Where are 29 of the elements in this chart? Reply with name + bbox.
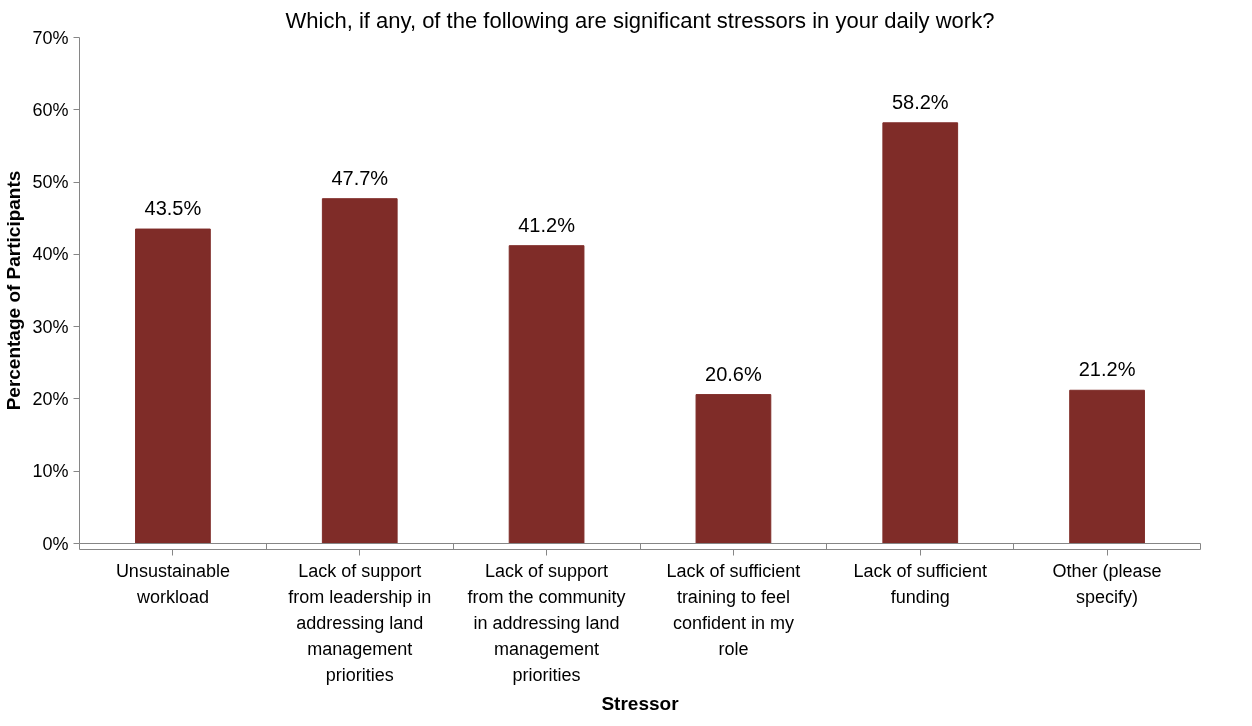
chart-title: Which, if any, of the following are significant stressors in your daily work? — [285, 7, 995, 33]
x-tick-label: Lack of sufficient funding — [853, 560, 988, 607]
x-tick-label: Other (please specify) — [1052, 560, 1162, 607]
y-tick-label: 30% — [32, 316, 69, 337]
x-tick-label: Lack of support from leadership in addressing land management priorities — [288, 560, 432, 685]
bar — [508, 245, 585, 544]
data-label: 43.5% — [144, 197, 202, 220]
bar — [695, 394, 772, 544]
data-label: 58.2% — [891, 90, 949, 113]
y-tick-label: 20% — [32, 388, 69, 409]
x-tick-label: Lack of sufficient training to feel confident in my role — [666, 560, 801, 659]
data-label: 20.6% — [705, 362, 762, 385]
y-tick-label: 40% — [32, 244, 69, 265]
bar — [1069, 389, 1145, 544]
y-axis-title: Percentage of Participants — [3, 170, 25, 411]
y-tick-label: 60% — [32, 99, 69, 120]
bar — [882, 122, 959, 544]
data-label: 21.2% — [1078, 358, 1136, 381]
y-tick-label: 10% — [32, 461, 69, 482]
x-tick-label: Lack of support from the community in addressing land management priorities — [467, 560, 626, 685]
data-label: 47.7% — [331, 166, 389, 189]
x-tick-label: Unsustainable workload — [115, 560, 230, 607]
y-tick-label: 0% — [42, 533, 69, 554]
y-tick-label: 70% — [32, 27, 69, 48]
y-tick-label: 50% — [32, 172, 69, 193]
bar — [321, 198, 398, 544]
x-axis-title: Stressor — [601, 692, 680, 714]
bar — [135, 228, 211, 544]
data-label: 41.2% — [518, 213, 576, 236]
